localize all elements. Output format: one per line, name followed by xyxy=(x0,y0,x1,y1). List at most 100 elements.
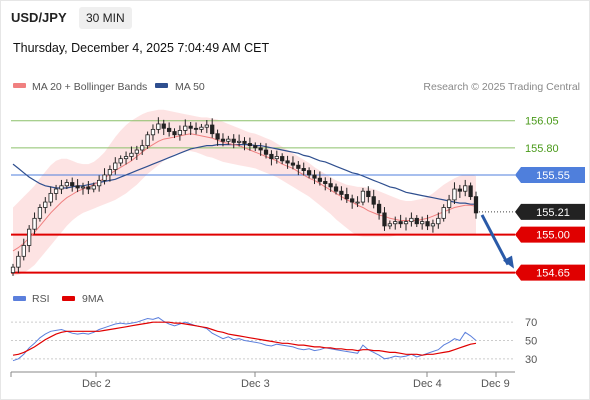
candle xyxy=(193,122,199,135)
candle xyxy=(80,182,86,195)
projection-arrow-head xyxy=(503,255,514,269)
rsi-panel: 30 50 70 xyxy=(11,317,537,366)
candle xyxy=(376,200,382,220)
candle xyxy=(91,182,96,193)
candle xyxy=(75,179,80,193)
candle xyxy=(134,145,139,160)
candle xyxy=(113,157,118,175)
candle xyxy=(97,175,102,192)
resistance-label-155.80: 155.80 xyxy=(525,143,559,155)
candle xyxy=(339,186,344,201)
candle xyxy=(236,134,242,147)
candle xyxy=(253,142,258,152)
candle xyxy=(123,151,129,165)
candle xyxy=(43,197,48,214)
candle xyxy=(441,204,446,222)
support-label-155.00: 155.00 xyxy=(536,230,570,242)
candle xyxy=(167,122,172,137)
candle xyxy=(215,129,220,146)
candle xyxy=(172,128,177,139)
support-tag-154.65: 154.65 xyxy=(515,264,585,281)
candle xyxy=(430,219,436,233)
candle xyxy=(290,156,296,170)
candle xyxy=(452,182,457,205)
candle xyxy=(446,194,452,214)
candle xyxy=(301,162,306,176)
rsi-ma-legend-swatch xyxy=(62,296,75,301)
candle xyxy=(393,216,398,230)
rsi-tick-30: 30 xyxy=(525,354,537,366)
rsi-tick-70: 70 xyxy=(525,317,537,329)
candle xyxy=(366,186,371,203)
candle xyxy=(204,120,209,134)
candle xyxy=(344,187,349,203)
candle xyxy=(420,216,425,230)
candlesticks xyxy=(10,117,479,276)
candle xyxy=(269,150,274,166)
candle xyxy=(59,179,64,195)
candle xyxy=(457,184,462,198)
candle xyxy=(333,183,339,195)
last-price-label: 155.21 xyxy=(536,207,570,219)
candle xyxy=(48,186,53,207)
rsi-legend-swatch xyxy=(13,296,26,301)
candle xyxy=(280,153,285,165)
candle xyxy=(129,146,134,161)
candle xyxy=(37,204,43,222)
candle xyxy=(387,220,392,230)
candle xyxy=(350,194,355,209)
candle xyxy=(220,133,226,147)
candle xyxy=(226,135,231,145)
candle xyxy=(183,119,188,135)
candle xyxy=(312,169,317,185)
candle xyxy=(177,125,183,141)
candle xyxy=(258,142,263,156)
candle xyxy=(403,217,409,231)
candle xyxy=(425,214,430,231)
candle xyxy=(27,225,32,253)
candle xyxy=(371,189,376,209)
rsi-ma-line xyxy=(12,321,477,356)
rsi-tick-50: 50 xyxy=(525,336,537,348)
rsi-legend-label: RSI xyxy=(32,293,50,305)
support-tag-155.00: 155.00 xyxy=(515,226,585,243)
ma50-legend-swatch xyxy=(155,83,168,88)
research-credit: Research © 2025 Trading Central xyxy=(423,81,580,93)
candle xyxy=(188,121,193,136)
x-tick-label: Dec 9 xyxy=(481,378,510,390)
candle xyxy=(53,184,59,201)
symbol-title: USD/JPY xyxy=(11,10,67,25)
candle xyxy=(247,137,253,151)
candle xyxy=(242,137,247,151)
candle xyxy=(118,155,123,167)
candle xyxy=(468,182,473,200)
x-tick-label: Dec 4 xyxy=(413,378,442,390)
candle xyxy=(409,212,414,227)
candle xyxy=(323,177,328,191)
candle xyxy=(86,181,91,195)
last-price-tag: 155.21 xyxy=(515,203,585,220)
x-axis: Dec 2 Dec 3 Dec 4 Dec 9 xyxy=(10,372,510,390)
candle xyxy=(32,212,37,235)
level-labels: 156.05 155.80 155.55 155.21 155.00 154.65 xyxy=(480,116,585,281)
candle xyxy=(145,131,150,149)
candle xyxy=(274,150,279,164)
candle xyxy=(296,161,301,176)
candle xyxy=(285,155,290,169)
rsi-line xyxy=(12,317,477,362)
projection-arrow-line xyxy=(480,214,510,266)
x-tick-label: Dec 3 xyxy=(241,378,270,390)
candle xyxy=(463,179,468,197)
ma20-legend-label: MA 20 + Bollinger Bands xyxy=(32,81,147,93)
candle xyxy=(156,117,161,134)
candle xyxy=(70,177,75,192)
candle xyxy=(64,179,69,190)
candle xyxy=(231,134,236,149)
candle xyxy=(355,196,360,208)
candle xyxy=(140,139,145,155)
timeframe-button[interactable]: 30 MIN xyxy=(79,7,132,29)
candle xyxy=(436,212,441,229)
resistance-label-156.05: 156.05 xyxy=(525,116,559,128)
candle xyxy=(306,167,312,179)
